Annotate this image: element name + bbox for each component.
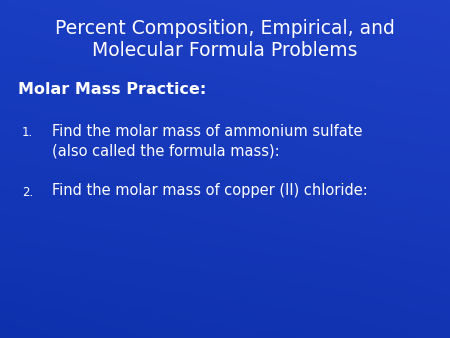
Text: 2.: 2. <box>22 187 33 199</box>
Text: Find the molar mass of ammonium sulfate: Find the molar mass of ammonium sulfate <box>52 123 363 139</box>
Text: Molecular Formula Problems: Molecular Formula Problems <box>92 41 358 59</box>
Text: Molar Mass Practice:: Molar Mass Practice: <box>18 82 206 97</box>
Text: Find the molar mass of copper (II) chloride:: Find the molar mass of copper (II) chlor… <box>52 184 368 198</box>
Text: Percent Composition, Empirical, and: Percent Composition, Empirical, and <box>55 19 395 38</box>
Text: 1.: 1. <box>22 126 33 140</box>
Text: (also called the formula mass):: (also called the formula mass): <box>52 144 279 159</box>
